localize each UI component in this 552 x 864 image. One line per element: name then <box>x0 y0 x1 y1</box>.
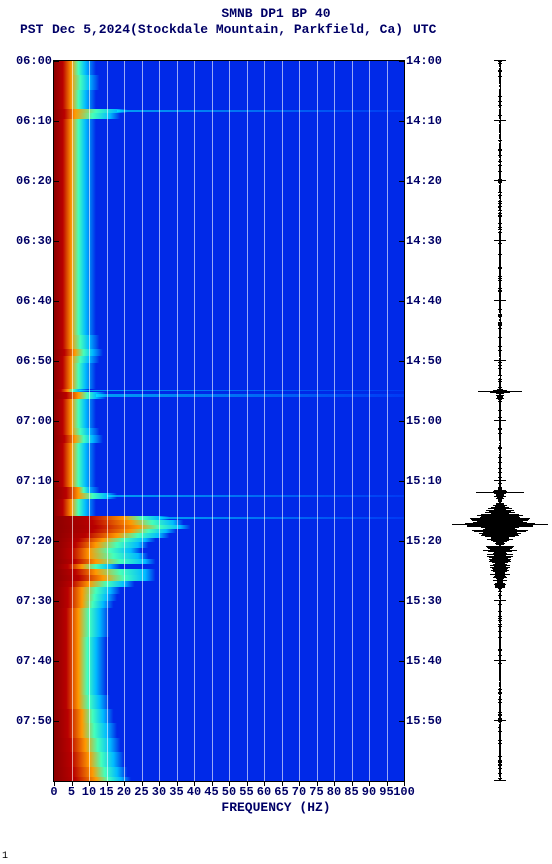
y-right-mark <box>54 181 59 182</box>
y-left-tick: 07:00 <box>16 414 54 428</box>
x-tick: 65 <box>274 781 288 799</box>
y-right-tick: 14:50 <box>404 354 442 368</box>
x-tick: 25 <box>134 781 148 799</box>
seismo-tick <box>494 600 506 601</box>
seismo-tick <box>494 540 506 541</box>
y-right-mark <box>54 421 59 422</box>
y-right-mark <box>54 301 59 302</box>
y-left-tick: 06:20 <box>16 174 54 188</box>
x-tick: 30 <box>152 781 166 799</box>
x-tick: 35 <box>169 781 183 799</box>
y-left-tick: 07:30 <box>16 594 54 608</box>
seismo-tick <box>494 660 506 661</box>
seismo-event-tick <box>480 515 520 516</box>
seismo-tick <box>494 360 506 361</box>
corner-mark: 1 <box>2 851 8 862</box>
tz-left-label: PST <box>20 22 43 37</box>
seismo-tick <box>494 120 506 121</box>
y-left-tick: 06:40 <box>16 294 54 308</box>
x-tick: 60 <box>257 781 271 799</box>
chart-title-line1: SMNB DP1 BP 40 <box>0 6 552 21</box>
seismo-event-tick <box>478 391 522 392</box>
y-right-tick: 14:00 <box>404 54 442 68</box>
y-right-tick: 15:10 <box>404 474 442 488</box>
x-tick: 75 <box>309 781 323 799</box>
x-tick: 90 <box>362 781 376 799</box>
x-tick: 0 <box>50 781 57 799</box>
y-right-mark <box>54 361 59 362</box>
seismo-tick <box>494 720 506 721</box>
y-right-tick: 15:40 <box>404 654 442 668</box>
x-tick: 5 <box>68 781 75 799</box>
x-tick: 55 <box>239 781 253 799</box>
seismo-tick <box>494 60 506 61</box>
seismo-event-tick <box>452 524 548 525</box>
y-right-tick: 14:20 <box>404 174 442 188</box>
y-left-tick: 06:10 <box>16 114 54 128</box>
y-left-tick: 07:20 <box>16 534 54 548</box>
y-right-tick: 15:00 <box>404 414 442 428</box>
y-right-tick: 14:10 <box>404 114 442 128</box>
spectrogram-plot: 06:0006:1006:2006:3006:4006:5007:0007:10… <box>53 60 405 782</box>
x-tick: 85 <box>344 781 358 799</box>
y-right-mark <box>54 481 59 482</box>
seismo-tick <box>494 780 506 781</box>
y-right-tick: 14:40 <box>404 294 442 308</box>
seismograph-trace <box>460 60 540 780</box>
y-right-mark <box>54 661 59 662</box>
tz-right-label: UTC <box>413 22 436 37</box>
x-tick: 100 <box>393 781 415 799</box>
spectrogram-page: { "title": { "line1": "SMNB DP1 BP 40", … <box>0 0 552 864</box>
seismo-event-tick <box>476 492 524 493</box>
y-right-tick: 15:20 <box>404 534 442 548</box>
seismo-tick <box>494 180 506 181</box>
station-label: Dec 5,2024(Stockdale Mountain, Parkfield… <box>52 22 403 37</box>
y-left-tick: 06:00 <box>16 54 54 68</box>
y-axis-right: 14:0014:1014:2014:3014:4014:5015:0015:10… <box>54 61 404 781</box>
y-right-tick: 14:30 <box>404 234 442 248</box>
x-tick: 45 <box>204 781 218 799</box>
y-right-mark <box>54 601 59 602</box>
y-right-mark <box>54 241 59 242</box>
seismo-tick <box>494 420 506 421</box>
x-tick: 10 <box>82 781 96 799</box>
y-left-tick: 06:50 <box>16 354 54 368</box>
x-tick: 50 <box>222 781 236 799</box>
x-tick: 70 <box>292 781 306 799</box>
y-left-tick: 06:30 <box>16 234 54 248</box>
y-left-tick: 07:10 <box>16 474 54 488</box>
seismo-tick <box>494 480 506 481</box>
x-tick: 15 <box>99 781 113 799</box>
y-right-tick: 15:30 <box>404 594 442 608</box>
y-right-mark <box>54 121 59 122</box>
x-tick: 95 <box>379 781 393 799</box>
y-left-tick: 07:40 <box>16 654 54 668</box>
y-right-mark <box>54 541 59 542</box>
x-axis-label: FREQUENCY (HZ) <box>0 800 552 815</box>
x-tick: 40 <box>187 781 201 799</box>
y-right-tick: 15:50 <box>404 714 442 728</box>
y-left-tick: 07:50 <box>16 714 54 728</box>
x-tick: 20 <box>117 781 131 799</box>
seismo-tick <box>494 300 506 301</box>
x-tick: 80 <box>327 781 341 799</box>
seismo-tick <box>494 240 506 241</box>
y-right-mark <box>54 721 59 722</box>
y-right-mark <box>54 61 59 62</box>
